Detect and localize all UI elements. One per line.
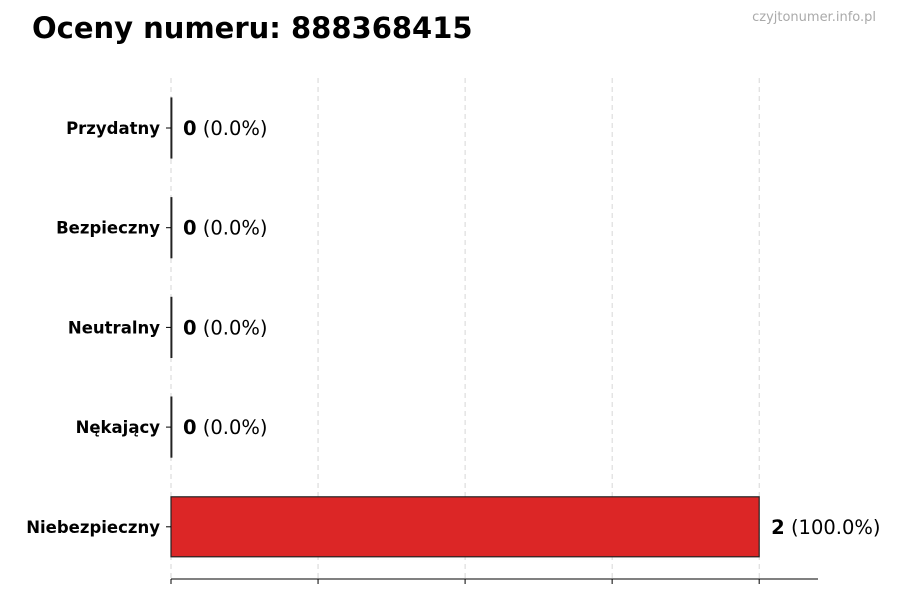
bar	[170, 197, 173, 259]
chart-title: Oceny numeru: 888368415	[32, 11, 473, 45]
category-label: Nękający	[76, 418, 161, 437]
data-label: 0 (0.0%)	[183, 416, 268, 439]
bar	[170, 496, 760, 558]
data-label: 0 (0.0%)	[183, 117, 268, 140]
bar	[170, 396, 173, 458]
watermark: czyjtonumer.info.pl	[752, 10, 876, 25]
data-label: 2 (100.0%)	[771, 516, 880, 539]
category-label: Bezpieczny	[56, 219, 160, 238]
category-label: Neutralny	[68, 318, 160, 337]
category-label: Przydatny	[66, 119, 160, 138]
category-label: Niebezpieczny	[26, 518, 160, 537]
bar	[170, 296, 173, 358]
data-label: 0 (0.0%)	[183, 217, 268, 240]
data-label: 0 (0.0%)	[183, 316, 268, 339]
bar	[170, 97, 173, 159]
